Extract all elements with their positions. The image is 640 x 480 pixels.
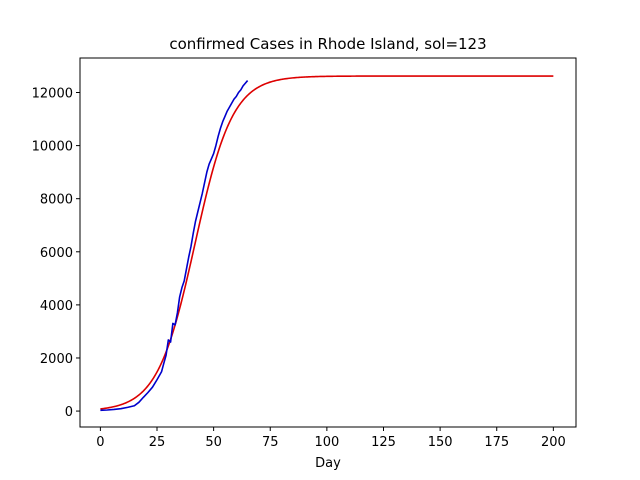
x-tick-label: 25 [149,435,166,450]
x-tick-label: 50 [205,435,222,450]
y-tick-label: 2000 [40,352,73,367]
x-tick-label: 150 [428,435,453,450]
y-tick-label: 12000 [32,87,73,102]
y-tick-label: 10000 [32,140,73,155]
x-tick-label: 75 [262,435,279,450]
x-tick-label: 200 [541,435,566,450]
x-tick-label: 0 [96,435,104,450]
y-tick-label: 8000 [40,193,73,208]
plot-frame [79,57,577,428]
observed-data-series [100,80,249,412]
x-axis-label: Day [315,456,341,471]
y-tick-label: 4000 [40,299,73,314]
x-tick-label: 175 [484,435,509,450]
y-tick-label: 6000 [40,246,73,261]
chart-title: confirmed Cases in Rhode Island, sol=123 [169,35,486,53]
x-tick-label: 100 [314,435,339,450]
y-tick-label: 0 [65,405,73,420]
x-tick-label: 125 [371,435,396,450]
fitted-curve-series [100,75,554,410]
